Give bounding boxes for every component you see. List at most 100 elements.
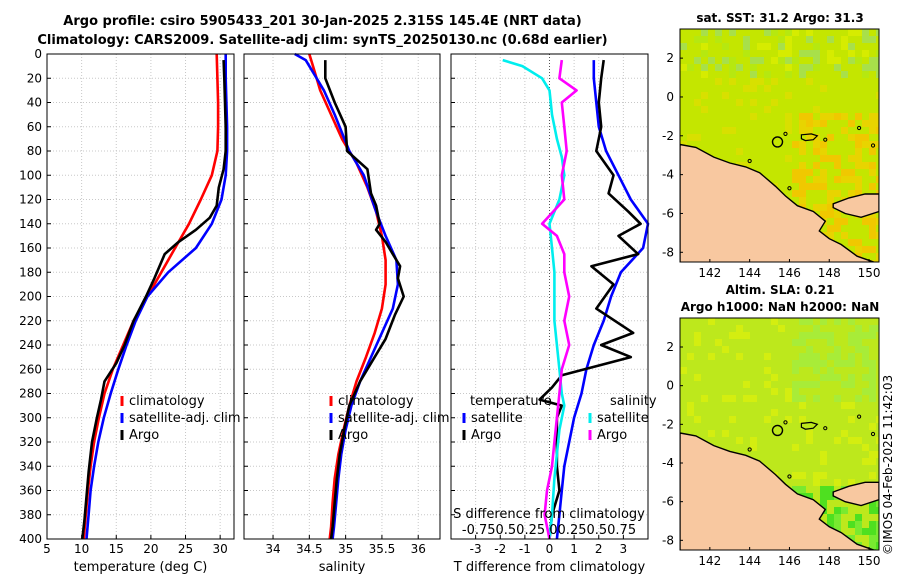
sea-cell <box>876 92 879 99</box>
sea-cell <box>799 64 806 71</box>
sea-cell <box>694 374 701 381</box>
sea-cell <box>813 64 820 71</box>
sea-cell <box>834 353 841 360</box>
sea-cell <box>806 64 813 71</box>
land-new-guinea <box>680 143 876 262</box>
sea-cell <box>792 339 799 346</box>
sea-cell <box>827 36 834 43</box>
sea-cell <box>876 416 879 423</box>
sea-cell <box>701 71 708 78</box>
sea-cell <box>827 374 834 381</box>
sea-cell <box>799 120 806 127</box>
x-axis-label: T difference from climatology <box>453 560 646 575</box>
sea-cell <box>736 64 743 71</box>
top-x-tick-labels: -0.750.50.25 00.250.50.75 <box>462 523 636 538</box>
sea-cell <box>827 50 834 57</box>
sea-cell <box>855 141 862 148</box>
sea-cell <box>834 113 841 120</box>
sea-cell <box>869 127 876 134</box>
sea-cell <box>799 339 806 346</box>
islet <box>857 414 862 419</box>
sea-cell <box>806 78 813 85</box>
sea-cell <box>750 57 757 64</box>
sea-cell <box>869 521 876 528</box>
sea-cell <box>806 430 813 437</box>
map-sst: 142 144 146 148 150 2 0 -2 -4 -6 -8 <box>662 28 881 280</box>
sea-cell <box>848 339 855 346</box>
sea-cell <box>799 127 806 134</box>
sea-cell <box>792 29 799 36</box>
sea-cell <box>827 486 834 493</box>
legend-label: climatology <box>129 394 205 409</box>
sea-cell <box>862 134 869 141</box>
y-tick-label: 100 <box>19 168 42 182</box>
sea-cell <box>876 500 879 507</box>
sea-cell <box>708 353 715 360</box>
sea-cell <box>729 332 736 339</box>
sea-cell <box>799 472 806 479</box>
sea-cell <box>694 332 701 339</box>
sea-cell <box>785 43 792 50</box>
sea-cell <box>813 134 820 141</box>
sea-cell <box>806 120 813 127</box>
sea-cell <box>813 204 820 211</box>
sea-cell <box>862 36 869 43</box>
sea-cell <box>750 444 757 451</box>
sea-cell <box>848 176 855 183</box>
sea-cell <box>855 176 862 183</box>
x-tick-label: 10 <box>74 542 89 556</box>
sea-cell <box>848 134 855 141</box>
series-line-t-argo <box>538 59 642 540</box>
sea-cell <box>771 318 778 325</box>
y-tick-label: 80 <box>27 144 42 158</box>
sea-cell <box>876 127 879 134</box>
sea-cell <box>708 57 715 64</box>
x-tick-label: 150 <box>858 266 881 280</box>
sea-cell <box>799 141 806 148</box>
y-tick-label: 380 <box>19 508 42 522</box>
sea-cell <box>743 50 750 57</box>
sea-cell <box>806 113 813 120</box>
sea-cell <box>806 29 813 36</box>
sea-cell <box>848 353 855 360</box>
sea-cell <box>701 395 708 402</box>
sea-cell <box>750 85 757 92</box>
sea-cell <box>778 325 785 332</box>
sea-cell <box>792 190 799 197</box>
sea-cell <box>855 528 862 535</box>
sea-cell <box>869 374 876 381</box>
sea-cell <box>806 353 813 360</box>
map-field <box>680 318 879 550</box>
y-tick-label: 40 <box>27 96 42 110</box>
sea-cell <box>848 190 855 197</box>
x-tick-label: 35 <box>338 542 353 556</box>
sea-cell <box>869 183 876 190</box>
sea-cell <box>869 388 876 395</box>
sea-cell <box>848 381 855 388</box>
map-field <box>680 29 879 262</box>
sea-cell <box>848 332 855 339</box>
sea-cell <box>785 29 792 36</box>
sea-cell <box>743 162 750 169</box>
sea-cell <box>785 57 792 64</box>
sea-cell <box>834 479 841 486</box>
sea-cell <box>876 218 879 225</box>
y-tick-label: -8 <box>662 533 674 547</box>
sea-cell <box>869 232 876 239</box>
sea-cell <box>869 542 876 549</box>
y-tick-label: 20 <box>27 71 42 85</box>
sea-cell <box>848 120 855 127</box>
sea-cell <box>855 134 862 141</box>
sea-cell <box>820 141 827 148</box>
sea-cell <box>743 381 750 388</box>
sea-cell <box>869 64 876 71</box>
sea-cell <box>687 64 694 71</box>
series-line-climatology <box>308 53 387 540</box>
sea-cell <box>869 113 876 120</box>
sea-cell <box>862 528 869 535</box>
sea-cell <box>764 381 771 388</box>
x-axis-label: temperature (deg C) <box>74 560 208 575</box>
sea-cell <box>848 155 855 162</box>
sea-cell <box>757 43 764 50</box>
sea-cell <box>785 395 792 402</box>
